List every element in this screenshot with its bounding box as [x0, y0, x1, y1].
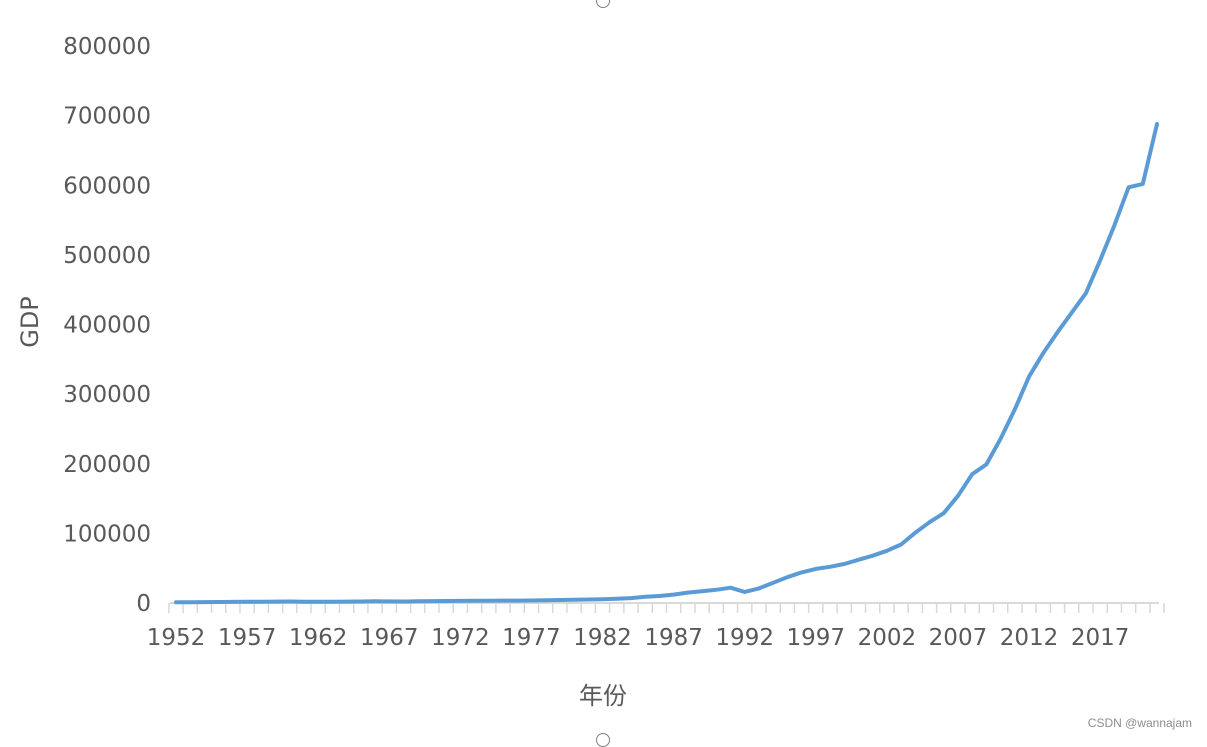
gdp-series-line [174, 122, 1159, 605]
x-tick-label: 1982 [573, 625, 632, 651]
y-tick-label: 300000 [63, 382, 151, 408]
watermark: CSDN @wannajam [1087, 716, 1192, 730]
x-tick-label: 1952 [147, 625, 206, 651]
bottom-resize-handle[interactable] [596, 733, 610, 747]
x-tick-label: 1977 [502, 625, 561, 651]
x-axis [168, 602, 1165, 613]
x-tick-label: 1997 [787, 625, 846, 651]
y-tick-label: 100000 [63, 521, 151, 547]
x-tick-label: 2017 [1071, 625, 1130, 651]
y-tick-label: 200000 [63, 452, 151, 478]
x-tick-label: 2012 [1000, 625, 1059, 651]
y-tick-label: 800000 [63, 34, 151, 60]
y-tick-label: 700000 [63, 104, 151, 130]
x-tick-label: 2007 [929, 625, 988, 651]
y-tick-label: 0 [136, 591, 151, 617]
x-tick-label: 1957 [218, 625, 277, 651]
x-tick-label: 1992 [715, 625, 774, 651]
x-tick-label: 2002 [858, 625, 917, 651]
y-tick-label: 400000 [63, 313, 151, 339]
y-tick-label: 600000 [63, 173, 151, 199]
x-axis-title: 年份 [579, 682, 627, 710]
x-tick-label: 1962 [289, 625, 348, 651]
x-axis-tick-labels: 1952 1957 1962 1967 1972 1977 1982 1987 1992 1997… [147, 625, 1130, 651]
x-tick-label: 1972 [431, 625, 490, 651]
x-tick-label: 1967 [360, 625, 419, 651]
y-tick-label: 500000 [63, 243, 151, 269]
x-tick-label: 1987 [644, 625, 703, 651]
y-axis-title: GDP [16, 296, 44, 348]
y-axis-ticks: 0 100000 200000 300000 400000 500000 600000 700… [63, 34, 151, 617]
series-layer [174, 122, 1159, 605]
